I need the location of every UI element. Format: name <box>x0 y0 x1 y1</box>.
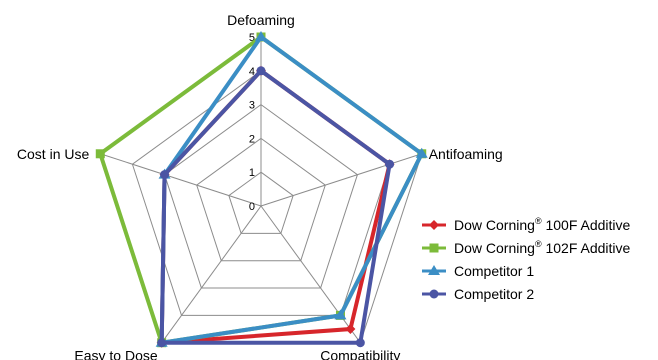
radial-tick-labels: 0 1 2 3 4 5 <box>249 32 255 213</box>
legend-marker <box>429 243 439 253</box>
axis-label-easy-to-dose: Easy to Dose <box>74 348 157 360</box>
data-point-competitor-1-defoaming <box>255 31 267 41</box>
spoke-compatibility <box>260 205 361 344</box>
legend-marker <box>429 220 439 230</box>
legend: Dow Corning® 100F Additive Dow Corning® 1… <box>422 216 631 302</box>
axis-label-defoaming: Defoaming <box>227 12 295 28</box>
series-line-competitor-2 <box>159 68 392 345</box>
tick-label-0: 0 <box>249 201 255 213</box>
tick-label-5: 5 <box>249 32 255 44</box>
legend-marker <box>429 289 439 299</box>
grid-ring-2 <box>196 137 326 262</box>
series-group <box>95 31 428 348</box>
legend-label: Dow Corning® 100F Additive <box>454 216 631 233</box>
series-competitor-2 <box>157 66 395 348</box>
legend-entry-competitor-2: Competitor 2 <box>422 286 534 302</box>
spoke-cost-in-use <box>100 153 262 207</box>
legend-entry-dow-corning-102f-additive: Dow Corning® 102F Additive <box>422 239 631 256</box>
data-point-competitor-2-compatibility <box>355 338 365 348</box>
axis-label-antifoaming: Antifoaming <box>429 146 503 162</box>
tick-label-3: 3 <box>249 100 255 112</box>
data-point-dow-corning-102f-additive-cost-in-use <box>95 149 105 159</box>
tick-label-1: 1 <box>249 167 255 179</box>
spoke-easy-to-dose <box>161 205 262 344</box>
legend-entry-dow-corning-100f-additive: Dow Corning® 100F Additive <box>422 216 631 233</box>
grid-ring-3 <box>163 103 359 289</box>
data-point-competitor-2-cost-in-use <box>160 170 170 180</box>
series-line-dow-corning-100f-additive <box>159 68 392 345</box>
series-line-competitor-1 <box>159 34 425 346</box>
data-point-competitor-2-easy-to-dose <box>157 338 167 348</box>
data-point-dow-corning-100f-additive-compatibility <box>345 324 356 335</box>
legend-marker <box>428 265 440 275</box>
legend-entry-competitor-1: Competitor 1 <box>422 263 534 279</box>
data-point-competitor-1-antifoaming <box>415 147 428 158</box>
data-point-competitor-2-antifoaming <box>385 159 395 169</box>
axis-label-cost-in-use: Cost in Use <box>17 146 90 162</box>
data-point-competitor-1-compatibility <box>334 309 347 320</box>
legend-label: Competitor 1 <box>454 263 534 279</box>
tick-label-2: 2 <box>249 133 255 145</box>
axis-labels: Defoaming Antifoaming Compatibility Easy to… <box>17 12 503 360</box>
tick-label-4: 4 <box>249 66 255 78</box>
legend-label: Dow Corning® 102F Additive <box>454 239 631 256</box>
legend-label: Competitor 2 <box>454 286 534 302</box>
spoke-antifoaming <box>260 153 422 207</box>
data-point-competitor-2-defoaming <box>256 66 266 76</box>
grid-ring-1 <box>228 171 294 234</box>
axis-label-compatibility: Compatibility <box>320 348 400 360</box>
